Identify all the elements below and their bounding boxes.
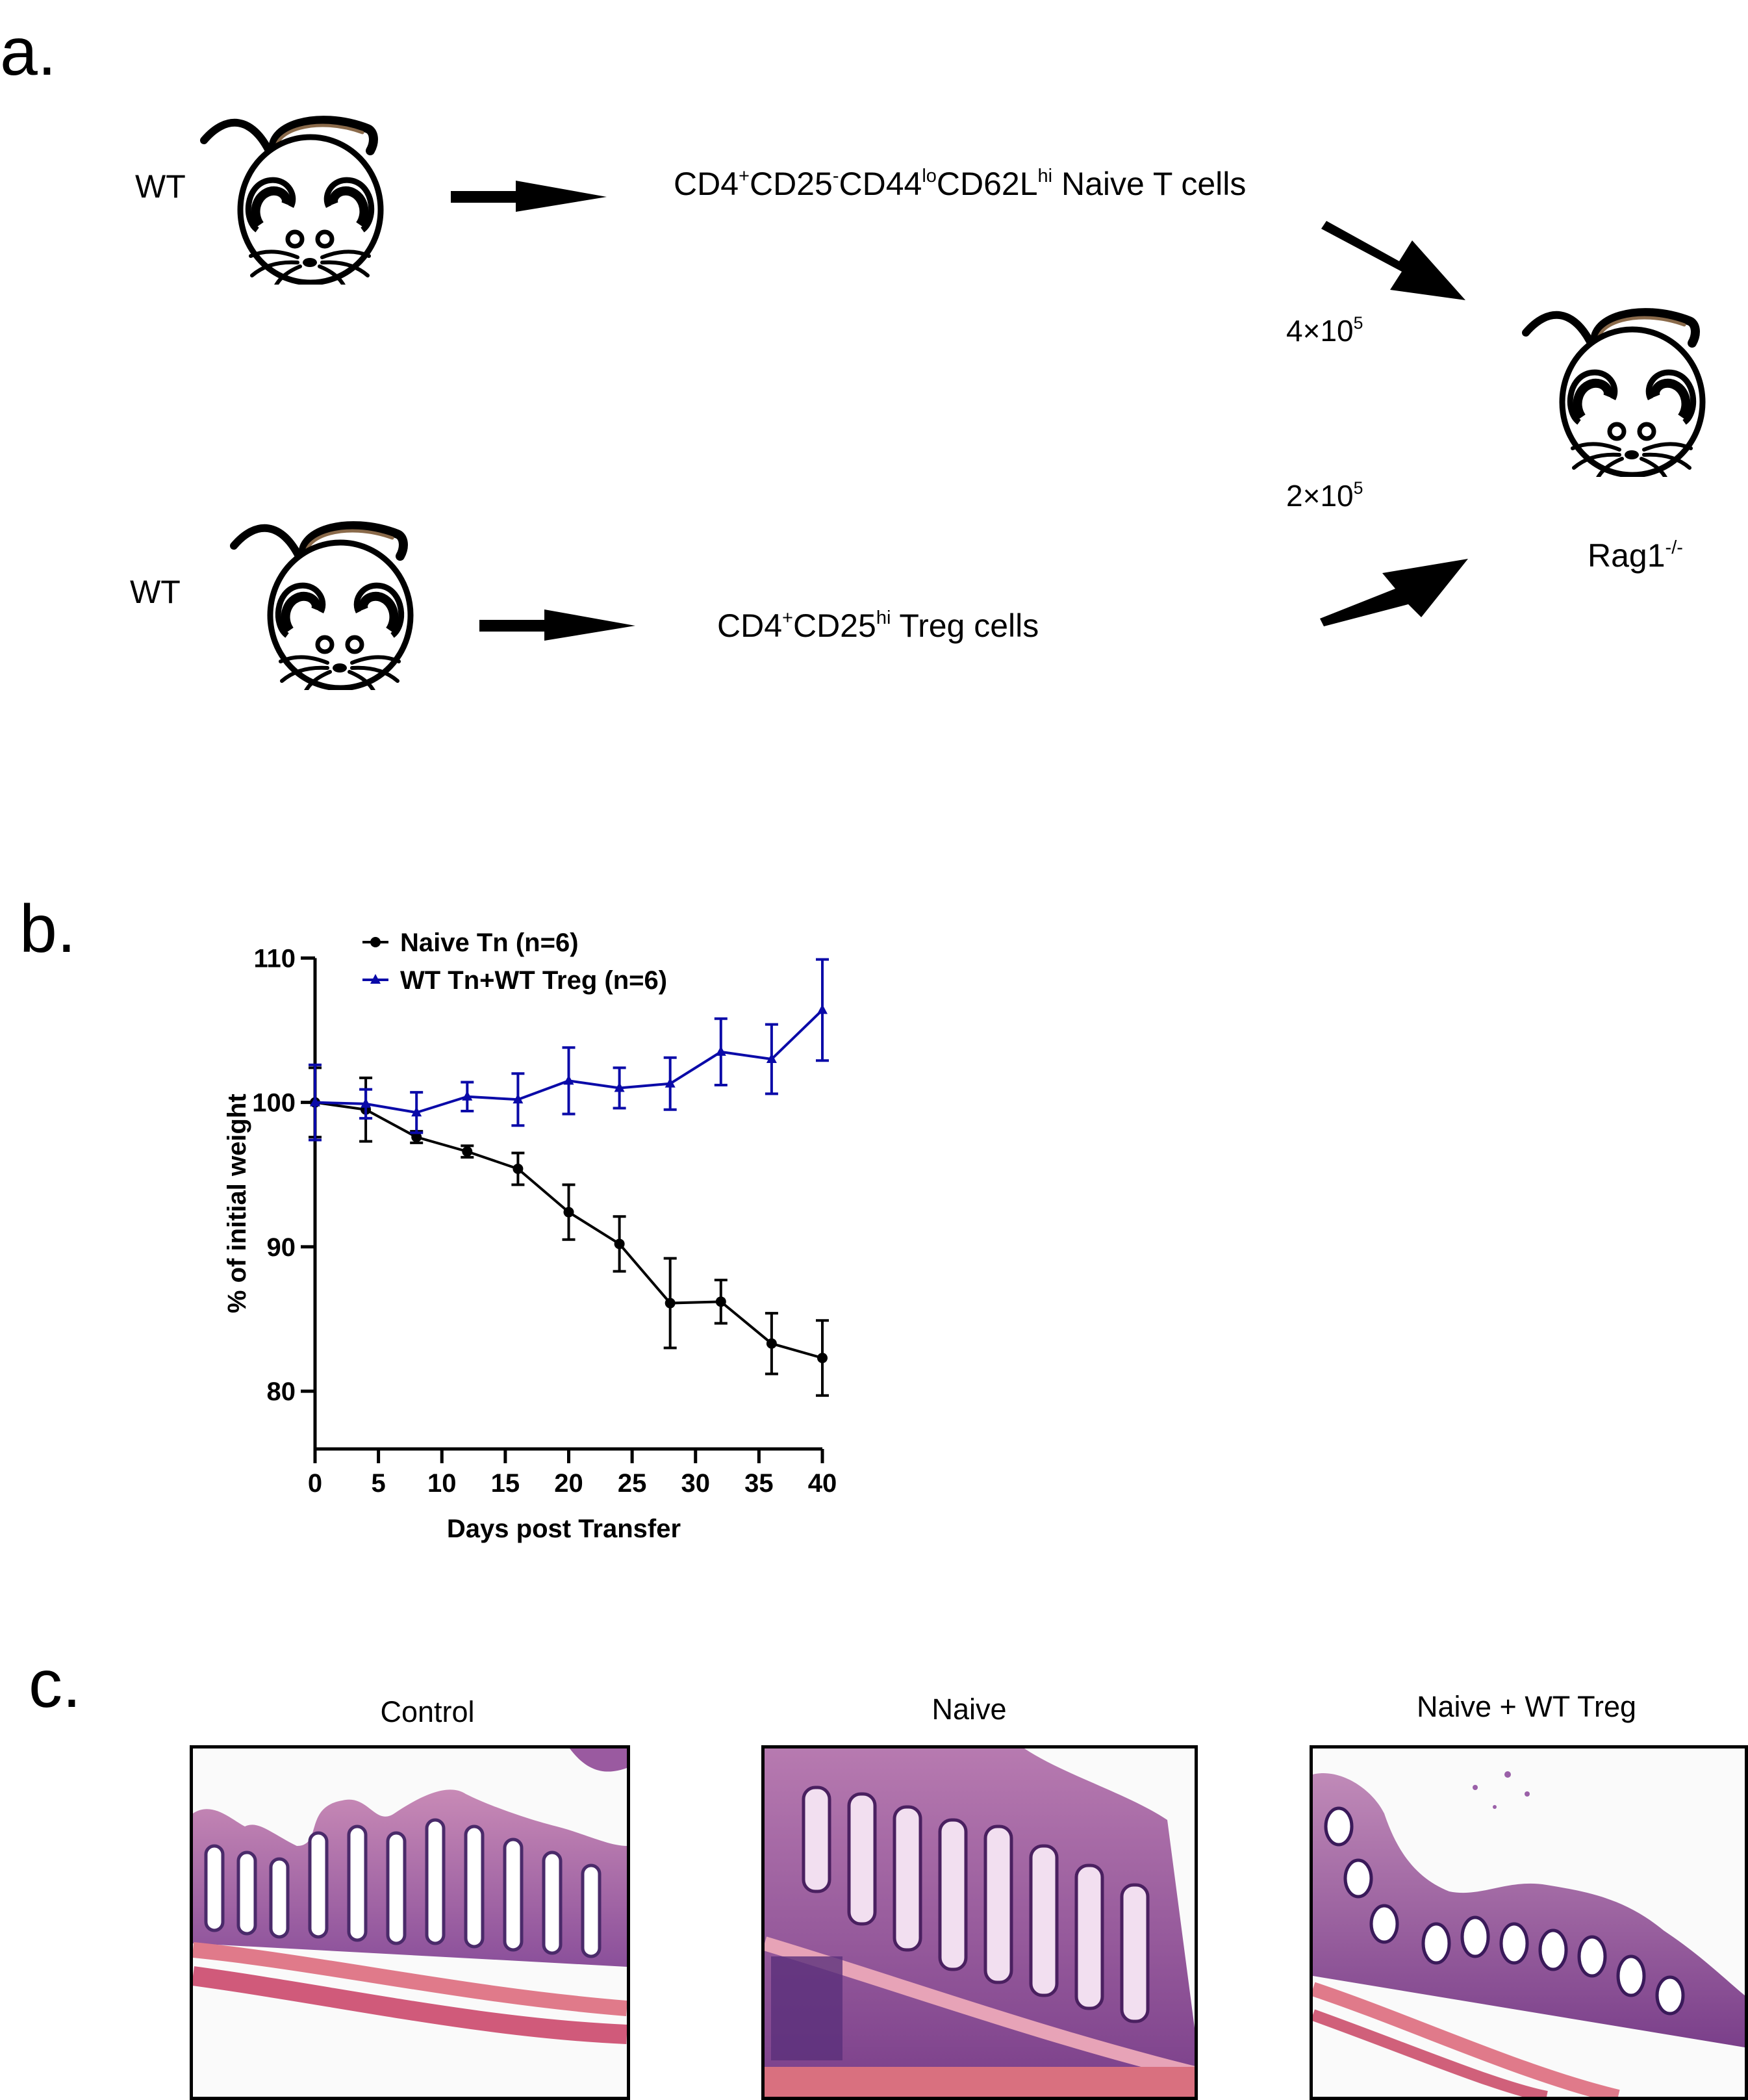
data-point	[462, 1090, 473, 1101]
treg-cells-label: CD4+CD25hi Treg cells	[717, 607, 1039, 644]
donor-label-wt-naive: WT	[135, 168, 186, 205]
wt-mouse-icon	[230, 495, 425, 690]
data-point	[715, 1045, 726, 1056]
panel-b-label: b.	[19, 891, 76, 967]
x-tick-label: 40	[808, 1469, 837, 1498]
x-tick-label: 5	[372, 1469, 386, 1498]
legend-label: WT Tn+WT Treg (n=6)	[400, 966, 667, 995]
colon-histology-image	[761, 1745, 1198, 2100]
data-point	[817, 1353, 828, 1363]
y-tick-label: 80	[267, 1377, 296, 1406]
legend-marker	[370, 974, 381, 984]
data-point	[513, 1163, 524, 1174]
data-point	[766, 1338, 777, 1349]
data-point	[715, 1296, 726, 1307]
panel-c-label: c.	[29, 1646, 81, 1722]
legend-marker	[370, 937, 381, 947]
weight-line-chart: 80 90 100 110 0 5 10 15 20 25 30 35 40 Naive Tn (n=6…	[223, 928, 837, 1543]
x-tick-label: 20	[554, 1469, 583, 1498]
image-caption-naive: Naive	[931, 1693, 1007, 1726]
data-point	[614, 1238, 625, 1249]
arrow-right-icon	[479, 609, 635, 641]
x-tick-label: 35	[744, 1469, 774, 1498]
x-tick-label: 30	[681, 1469, 711, 1498]
dose-naive-label: 4×105	[1286, 313, 1363, 348]
dose-treg-label: 2×105	[1286, 478, 1363, 513]
y-tick-label: 90	[267, 1233, 296, 1262]
y-tick-label: 100	[252, 1089, 296, 1118]
arrow-up-right-icon	[1320, 559, 1468, 626]
data-point	[411, 1132, 422, 1142]
y-axis-label: % of initial weight	[223, 1094, 251, 1313]
x-tick-label: 10	[427, 1469, 457, 1498]
x-tick-label: 15	[491, 1469, 520, 1498]
data-point	[665, 1298, 676, 1309]
data-point	[513, 1094, 524, 1104]
legend-label: Naive Tn (n=6)	[400, 928, 579, 957]
wt-mouse-icon	[200, 90, 395, 285]
arrow-down-right-icon	[1321, 221, 1465, 300]
naive-t-cells-label: CD4+CD25-CD44loCD62Lhi Naive T cells	[674, 165, 1247, 202]
recipient-label: Rag1-/-	[1588, 537, 1683, 574]
panel-a-label: a.	[0, 14, 57, 90]
x-tick-label: 25	[618, 1469, 647, 1498]
data-point	[665, 1077, 676, 1088]
donor-label-wt-treg: WT	[130, 574, 181, 610]
data-point	[310, 1096, 320, 1107]
arrow-right-icon	[451, 181, 607, 212]
data-point	[614, 1082, 625, 1092]
data-point	[563, 1207, 574, 1218]
data-point	[361, 1097, 372, 1108]
data-point	[817, 1004, 828, 1014]
data-point	[563, 1075, 574, 1085]
rag1-mouse-icon	[1519, 282, 1720, 477]
data-point	[411, 1107, 422, 1117]
image-caption-control: Control	[380, 1695, 475, 1728]
colon-histology-image	[1310, 1745, 1748, 2100]
colon-histology-image	[190, 1745, 630, 2100]
data-point	[462, 1146, 473, 1157]
image-caption-naive-wt-treg: Naive + WT Treg	[1416, 1690, 1637, 1723]
x-axis-label: Days post Transfer	[447, 1515, 681, 1543]
y-tick-label: 110	[253, 944, 296, 973]
x-tick-label: 0	[308, 1469, 322, 1498]
data-point	[766, 1053, 777, 1063]
